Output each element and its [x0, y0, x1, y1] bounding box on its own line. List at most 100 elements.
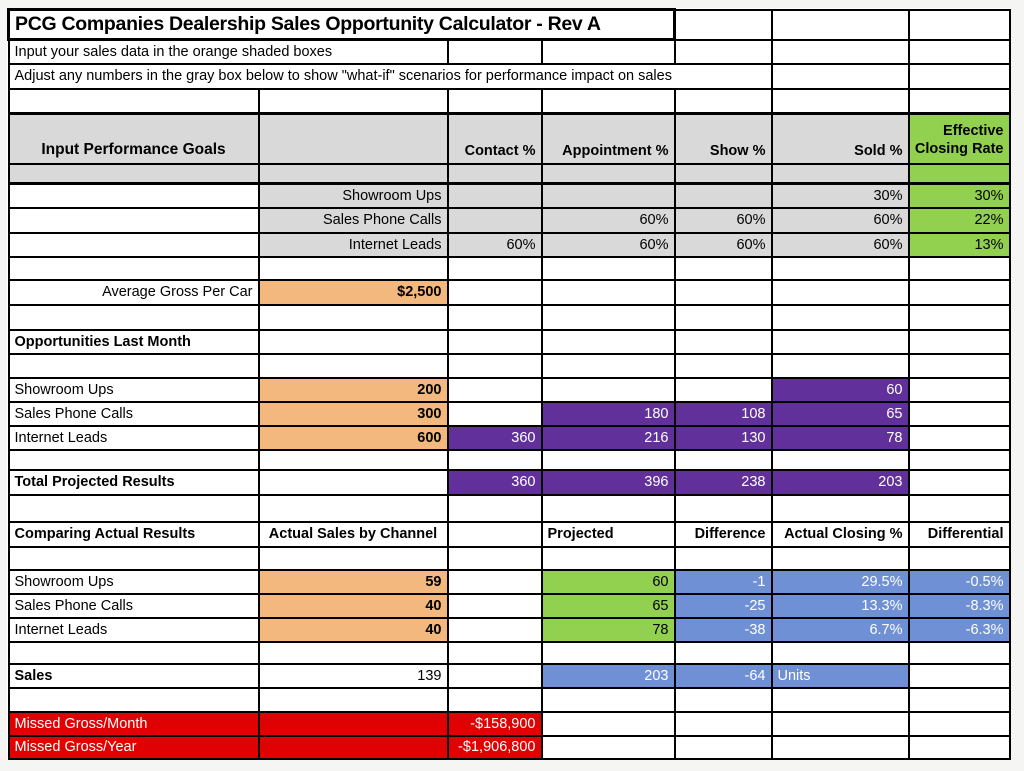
cell-r27-c7: [907, 662, 1011, 689]
cell-r11-c3: [446, 278, 543, 306]
total-projected-sales-compare: 203: [540, 662, 676, 689]
opportunities-header-row: Opportunities Last Month: [7, 328, 1011, 355]
missed-gross-month-spacer: [257, 710, 449, 737]
cell-r17-c7: [907, 424, 1011, 451]
projected-internet-appointments: 216: [540, 424, 676, 451]
goal-showroom-show-pct[interactable]: [673, 182, 773, 209]
cell-r14-c3: [446, 352, 543, 379]
cell-r20-c3: [446, 493, 543, 523]
cell-r4-c5: [673, 87, 773, 115]
cell-r29-c4: [540, 710, 676, 737]
cell-r14-c2: [257, 352, 449, 379]
goals-header-row: Input Performance Goals Contact % Appointm…: [7, 112, 1011, 165]
cell-r16-c7: [907, 400, 1011, 427]
calculator-table-body: PCG Companies Dealership Sales Opportuni…: [7, 8, 1011, 760]
goal-internet-sold-pct[interactable]: 60%: [770, 231, 910, 258]
cell-r6-c4: [540, 162, 676, 185]
cell-r12-c7: [907, 303, 1011, 331]
goal-phone-sold-pct[interactable]: 60%: [770, 206, 910, 234]
missed-gross-year-row: Missed Gross/Year -$1,906,800: [7, 734, 1011, 760]
spacer-row-7: [7, 545, 1011, 571]
goal-showroom-appointment-pct[interactable]: [540, 182, 676, 209]
goal-internet-show-pct[interactable]: 60%: [673, 231, 773, 258]
row-label-sales: Sales: [7, 662, 260, 689]
goal-phone-show-pct[interactable]: 60%: [673, 206, 773, 234]
cell-r24-c3: [446, 592, 543, 619]
cell-r1-c4: [907, 8, 1011, 41]
projected-showroom-compare: 60: [540, 568, 676, 595]
cell-r6-c3: [446, 162, 543, 185]
cell-r21-c3: [446, 520, 543, 548]
difference-phone: -25: [673, 592, 773, 619]
average-gross-per-car-input[interactable]: $2,500: [257, 278, 449, 306]
goal-showroom-sold-pct[interactable]: 30%: [770, 182, 910, 209]
cell-r10-c4: [540, 255, 676, 281]
goal-internet-appointment-pct[interactable]: 60%: [540, 231, 676, 258]
cell-r10-c6: [770, 255, 910, 281]
cell-r10-c7: [907, 255, 1011, 281]
goal-showroom-contact-pct[interactable]: [446, 182, 543, 209]
cell-r14-c4: [540, 352, 676, 379]
cell-r16-c3: [446, 400, 543, 427]
cell-r28-c2: [257, 686, 449, 713]
cell-r2-c2: [446, 38, 543, 65]
actual-internet-sales-input[interactable]: 40: [257, 616, 449, 643]
opp-internet-row: Internet Leads 600 360 216 130 78: [7, 424, 1011, 451]
row-label-missed-gross-month: Missed Gross/Month: [7, 710, 260, 737]
instruction-row-2: Adjust any numbers in the gray box below…: [7, 62, 1011, 90]
col-header-projected: Projected: [540, 520, 676, 548]
cell-r26-c7: [907, 640, 1011, 665]
col-header-effective-closing-rate: Effective Closing Rate: [907, 112, 1011, 165]
cell-r28-c1: [7, 686, 260, 713]
goals-spacer-row: [7, 162, 1011, 185]
cell-r6-c5: [673, 162, 773, 185]
row-label-phone-opp: Sales Phone Calls: [7, 400, 260, 427]
cell-r12-c3: [446, 303, 543, 331]
goal-phone-contact-pct[interactable]: [446, 206, 543, 234]
projected-internet-compare: 78: [540, 616, 676, 643]
goals-showroom-row: Showroom Ups 30% 30%: [7, 182, 1011, 209]
cell-r18-c5: [673, 448, 773, 471]
cell-r14-c6: [770, 352, 910, 379]
cell-r6-c7: [907, 162, 1011, 185]
section-header-comparing-actual-results: Comparing Actual Results: [7, 520, 260, 548]
goal-internet-contact-pct[interactable]: 60%: [446, 231, 543, 258]
actual-showroom-sales-input[interactable]: 59: [257, 568, 449, 595]
opp-internet-input[interactable]: 600: [257, 424, 449, 451]
opp-phone-input[interactable]: 300: [257, 400, 449, 427]
cell-r1-c2: [673, 8, 773, 41]
cell-r18-c6: [770, 448, 910, 471]
actual-showroom-row: Showroom Ups 59 60 -1 29.5% -0.5%: [7, 568, 1011, 595]
col-header-sold-pct: Sold %: [770, 112, 910, 165]
difference-internet: -38: [673, 616, 773, 643]
goal-phone-appointment-pct[interactable]: 60%: [540, 206, 676, 234]
cell-r20-c2: [257, 493, 449, 523]
cell-r27-c3: [446, 662, 543, 689]
projected-showroom-sold: 60: [770, 376, 910, 403]
cell-r12-c1: [7, 303, 260, 331]
cell-r10-c2: [257, 255, 449, 281]
opp-showroom-ups-input[interactable]: 200: [257, 376, 449, 403]
cell-r11-c7: [907, 278, 1011, 306]
row-label-showroom-ups-actual: Showroom Ups: [7, 568, 260, 595]
instruction-row-1: Input your sales data in the orange shad…: [7, 38, 1011, 65]
row-label-missed-gross-year: Missed Gross/Year: [7, 734, 260, 760]
cell-r4-c2: [257, 87, 449, 115]
sales-total-row: Sales 139 203 -64 Units: [7, 662, 1011, 689]
actual-internet-row: Internet Leads 40 78 -38 6.7% -6.3%: [7, 616, 1011, 643]
spacer-row-8: [7, 640, 1011, 665]
cell-r29-c5: [673, 710, 773, 737]
effective-closing-rate-showroom: 30%: [907, 182, 1011, 209]
average-gross-row: Average Gross Per Car $2,500: [7, 278, 1011, 306]
cell-r4-c4: [540, 87, 676, 115]
title-row: PCG Companies Dealership Sales Opportuni…: [7, 8, 1011, 41]
cell-r18-c2: [257, 448, 449, 471]
projected-phone-sold: 65: [770, 400, 910, 427]
cell-r7-c1: [7, 182, 260, 209]
actual-phone-sales-input[interactable]: 40: [257, 592, 449, 619]
projected-phone-compare: 65: [540, 592, 676, 619]
row-label-showroom-ups-goals: Showroom Ups: [257, 182, 449, 209]
cell-r4-c6: [770, 87, 910, 115]
cell-r12-c6: [770, 303, 910, 331]
cell-r28-c5: [673, 686, 773, 713]
